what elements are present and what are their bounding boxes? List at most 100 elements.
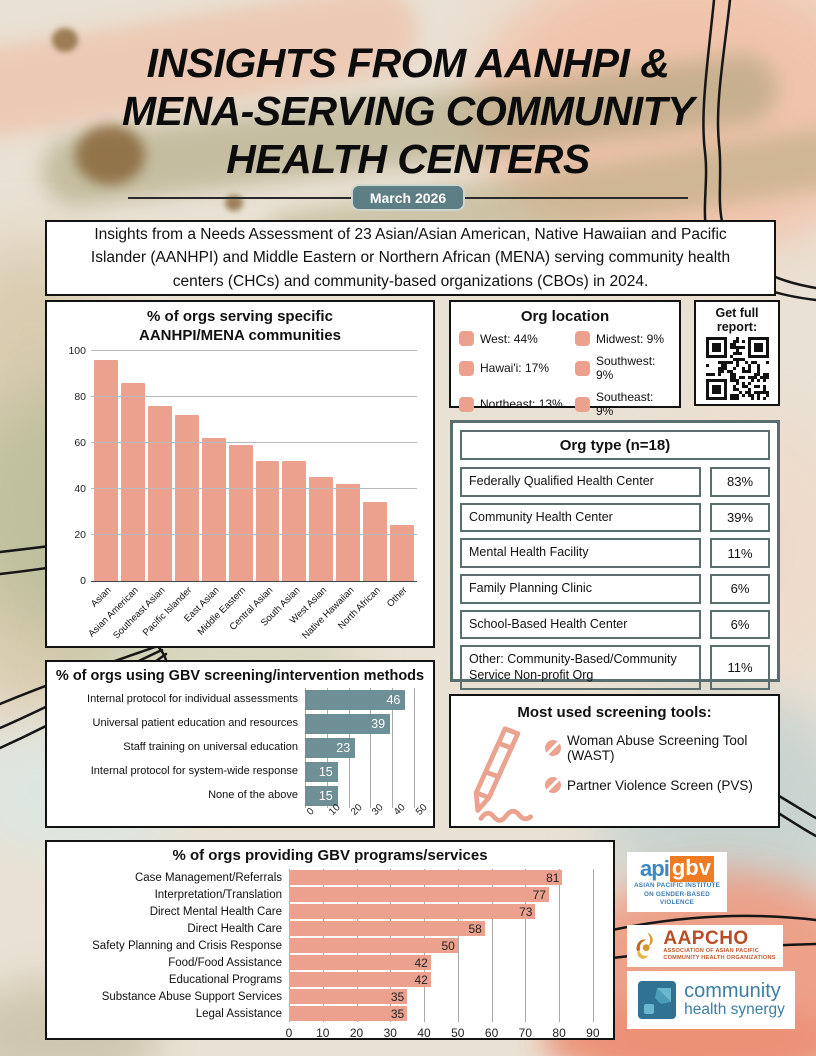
gridline [457,869,459,1022]
y-tick-label: 60 [74,436,86,449]
bar: 35 [289,988,408,1005]
bar [255,460,280,581]
bar [147,405,172,581]
chart-title: % of orgs serving specific AANHPI/MENA c… [55,308,425,346]
legend-label: West: 44% [480,331,538,346]
table-row: Family Planning Clinic 6% [460,573,770,604]
screening-tools-title: Most used screening tools: [517,704,712,721]
aapcho-wordmark: AAPCHO [663,927,749,949]
x-tick-label: 70 [518,1026,533,1040]
legend-label: Northeast: 13% [480,397,563,411]
legend-item: Hawai'i: 17% [459,354,575,382]
category-label: Staff training on universal education [123,741,298,754]
category-label: Safety Planning and Crisis Response [92,939,282,952]
x-tick-label: 40 [417,1026,431,1040]
gridline [414,688,416,808]
category-label: Substance Abuse Support Services [101,990,282,1003]
gridline [91,441,417,443]
bar [94,359,118,581]
legend-label: Midwest: 9% [596,331,665,346]
legend-swatch-icon [459,396,474,412]
chs-wordmark: health synergy [684,1001,785,1019]
legend-label: Southwest: 9% [596,354,656,382]
gridline [491,869,493,1022]
chart-plot-area: 46 39 23 15 15 [305,688,425,808]
community-health-synergy-logo: community health synergy [627,971,795,1029]
category-label: Asian [89,584,114,610]
pen-illustration-icon [473,726,533,823]
legend-swatch-icon [575,396,590,412]
chs-wordmark: community [684,980,781,1003]
chart-title: % of orgs using GBV screening/interventi… [55,668,425,684]
org-location-panel: Org location West: 44% Midwest: 9% Hawai… [449,300,681,418]
bar: 58 [289,920,485,937]
bar: 15 [305,762,338,782]
legend-label: Hawai'i: 17% [480,361,549,375]
chart-title-line: % of orgs serving specific [147,308,333,325]
org-location-title: Org location [520,308,610,325]
table-row: Other: Community-Based/Community Service… [460,645,770,691]
y-tick-label: 100 [68,344,86,357]
x-axis-ticks: 0 10 20 30 40 50 [305,802,430,826]
pencil-bullet-icon [545,740,561,756]
bar: 23 [305,738,356,758]
y-tick-label: 40 [74,482,86,495]
org-type-label: Other: Community-Based/Community Service… [460,645,701,691]
intro-box: Insights from a Needs Assessment of 23 A… [45,220,776,296]
x-tick-label: 60 [484,1026,499,1040]
get-report-label: Get full report: [715,306,759,335]
bar [390,525,415,581]
org-type-value: 11% [710,645,770,691]
y-tick-label: 80 [74,390,86,403]
qr-code [705,336,769,400]
chs-square-icon [638,981,677,1019]
y-axis-labels: Internal protocol for individual assessm… [55,688,305,808]
legend-swatch-icon [459,331,474,346]
x-tick-label: 0 [305,806,317,818]
y-axis-labels: Case Management/Referrals Interpretation/… [57,869,289,1022]
org-type-value: 11% [710,538,770,568]
bar: 46 [305,690,406,710]
table-row: Community Health Center 39% [460,502,770,533]
bar: 77 [289,886,549,903]
x-tick-label: 50 [451,1026,465,1040]
x-tick-label: 30 [383,1026,397,1040]
category-label: Direct Mental Health Care [149,905,282,918]
x-tick-label: 0 [285,1026,293,1040]
bar [201,437,226,581]
legend-item: Midwest: 9% [575,331,671,346]
bar [174,414,199,581]
org-type-value: 83% [710,467,770,497]
org-type-label: Federally Qualified Health Center [460,467,701,497]
aapcho-subtitle: COMMUNITY HEALTH ORGANIZATIONS [663,955,776,962]
bar [228,444,253,581]
bar [120,382,145,581]
org-type-value: 6% [710,573,770,604]
gridline [592,869,594,1022]
title-line: INSIGHTS FROM AANHPI & [146,40,670,86]
bar [363,502,388,581]
legend-swatch-icon [575,331,590,346]
screening-tools-panel: Most used screening tools: Woman Abuse S… [449,694,780,828]
bar-group [91,352,417,581]
apigbv-subtitle: ON GENDER-BASED VIOLENCE [643,890,711,907]
category-label: Educational Programs [168,973,282,986]
org-type-label: School-Based Health Center [460,609,701,640]
category-label: Case Management/Referrals [134,871,282,884]
gridline [525,869,527,1022]
org-type-value: 39% [710,502,770,533]
aapcho-subtitle: ASSOCIATION OF ASIAN PACIFIC [663,947,759,954]
chart-plot-area: 0 20 40 60 80 100 [68,345,417,587]
table-row: Mental Health Facility 11% [460,538,770,568]
org-type-label: Community Health Center [460,502,701,533]
bar [309,477,334,581]
apigbv-wordmark: api [640,856,670,882]
category-cell: Other [385,582,414,642]
bar: 15 [305,786,338,806]
chart-title: % of orgs providing GBV programs/service… [172,847,488,864]
apigbv-subtitle: ASIAN PACIFIC INSTITUTE [633,882,721,890]
page-title: INSIGHTS FROM AANHPI & MENA-SERVING COMM… [40,40,776,184]
category-label: Direct Health Care [187,922,282,935]
chart-title-line: AANHPI/MENA communities [139,326,341,344]
y-tick-label: 20 [74,528,86,541]
